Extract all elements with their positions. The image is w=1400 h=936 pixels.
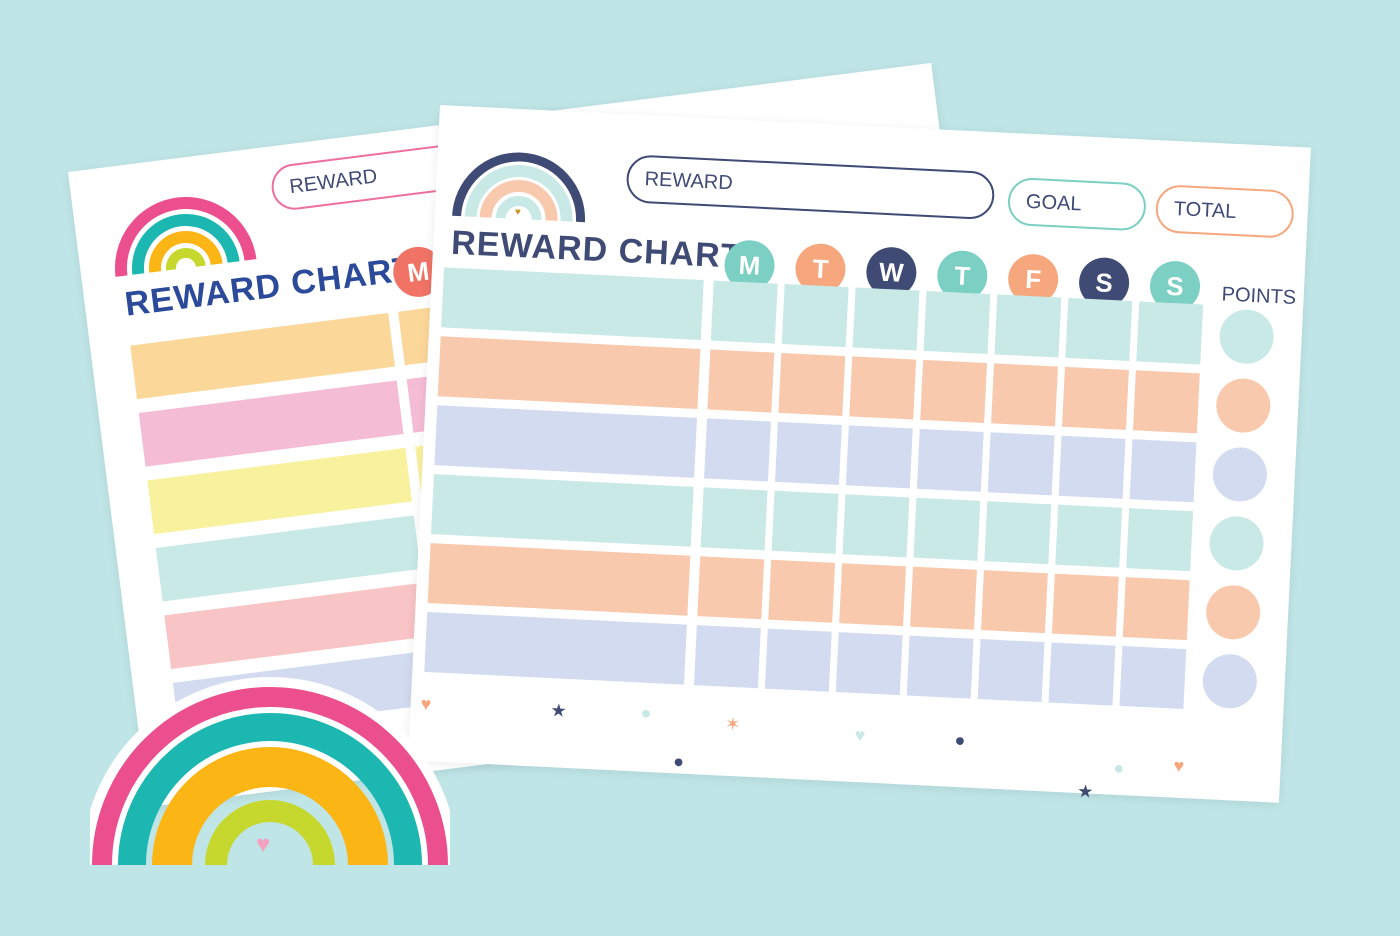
day-cell[interactable]	[764, 628, 832, 692]
day-cell[interactable]	[839, 563, 907, 627]
svg-text:♥: ♥	[515, 207, 522, 218]
dot-icon: ●	[672, 751, 685, 772]
points-circle[interactable]	[1204, 584, 1262, 641]
day-cell[interactable]	[778, 352, 846, 417]
day-cell[interactable]	[1065, 297, 1133, 361]
points-circle[interactable]	[1211, 446, 1269, 503]
day-cell[interactable]	[1062, 366, 1129, 430]
goal-field: GOAL	[1006, 176, 1148, 232]
dot-icon: ●	[640, 702, 652, 724]
day-cell[interactable]	[704, 418, 771, 482]
dot-icon: ●	[1112, 757, 1125, 779]
day-cell[interactable]	[980, 570, 1048, 634]
day-cell[interactable]	[910, 566, 977, 630]
day-cell[interactable]	[774, 421, 842, 485]
day-cell[interactable]	[1129, 439, 1197, 503]
day-cell[interactable]	[1122, 577, 1190, 641]
heart-icon: ♥	[1173, 755, 1185, 777]
rainbow-logo-icon: ♥	[452, 152, 585, 223]
day-cell[interactable]	[923, 290, 991, 355]
day-cell[interactable]	[913, 497, 981, 561]
day-cell[interactable]	[707, 349, 775, 413]
points-circle[interactable]	[1214, 377, 1272, 434]
task-name-cell[interactable]	[434, 405, 698, 478]
day-cell[interactable]	[845, 425, 913, 489]
day-cell[interactable]	[1058, 435, 1126, 499]
day-cell[interactable]	[768, 559, 836, 623]
points-circle[interactable]	[1201, 652, 1259, 710]
day-cell[interactable]	[1051, 573, 1119, 637]
task-name-cell[interactable]	[424, 611, 687, 685]
day-cell[interactable]	[916, 428, 984, 492]
heart-icon: ♥	[854, 725, 866, 746]
svg-text:♥: ♥	[256, 831, 270, 858]
task-name-cell[interactable]	[437, 336, 701, 409]
day-cell[interactable]	[781, 284, 849, 348]
day-cell[interactable]	[771, 490, 839, 554]
day-cell[interactable]	[693, 625, 761, 689]
total-field: TOTAL	[1154, 184, 1295, 239]
day-cell[interactable]	[906, 635, 974, 699]
star-icon: ✶	[724, 713, 741, 735]
day-cell[interactable]	[697, 556, 765, 620]
back-reward-chart-sheet: REWARD REWARD CHART M	[68, 62, 1012, 807]
points-circle[interactable]	[1208, 515, 1265, 572]
day-cell[interactable]	[991, 363, 1058, 427]
day-cell[interactable]	[994, 294, 1062, 358]
day-cell[interactable]	[1126, 508, 1194, 572]
star-icon: ★	[550, 700, 568, 721]
day-cell[interactable]	[1048, 642, 1116, 706]
day-cell[interactable]	[1119, 645, 1187, 710]
day-cell[interactable]	[835, 632, 903, 696]
task-name-cell[interactable]	[427, 543, 691, 616]
points-header: POINTS	[1221, 283, 1297, 310]
task-name-cell[interactable]	[441, 267, 704, 341]
day-cell[interactable]	[920, 359, 988, 423]
large-rainbow-decoration-icon: ♥	[90, 677, 450, 866]
reward-field: REWARD	[625, 154, 996, 221]
day-cell[interactable]	[1132, 370, 1200, 434]
task-name-cell[interactable]	[431, 474, 694, 547]
day-cell[interactable]	[852, 287, 920, 351]
star-icon: ★	[1076, 780, 1094, 802]
rainbow-logo-icon	[114, 196, 257, 277]
day-cell[interactable]	[987, 432, 1055, 496]
day-cell[interactable]	[710, 280, 778, 344]
dot-icon: ●	[954, 729, 966, 751]
day-cell[interactable]	[977, 639, 1045, 703]
day-cell[interactable]	[1136, 301, 1204, 365]
day-cell[interactable]	[842, 494, 910, 558]
day-cell[interactable]	[984, 501, 1052, 565]
day-cell[interactable]	[700, 487, 768, 551]
day-cell[interactable]	[849, 356, 917, 420]
day-cell[interactable]	[1055, 504, 1123, 568]
points-circle[interactable]	[1218, 308, 1275, 365]
